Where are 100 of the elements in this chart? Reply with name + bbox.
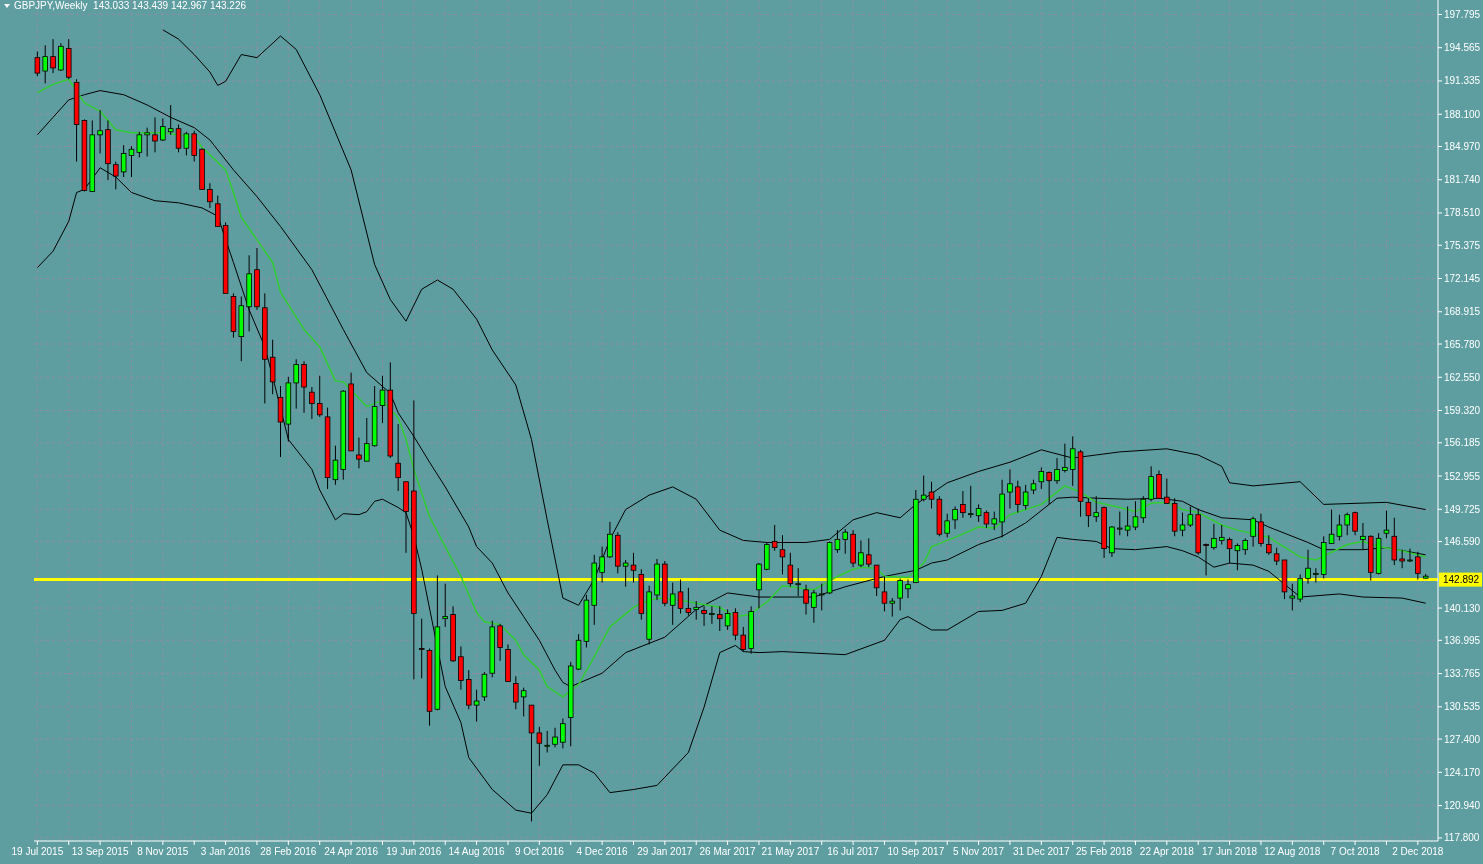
candlestick — [991, 511, 998, 531]
candlestick — [497, 623, 503, 662]
y-tick-label: 162.550 — [1444, 371, 1481, 383]
candlestick — [152, 116, 158, 153]
candlestick — [309, 386, 315, 420]
candlestick — [1415, 551, 1421, 581]
candlestick — [1289, 583, 1296, 611]
candlestick — [364, 417, 370, 462]
y-tick-label: 133.765 — [1444, 668, 1481, 680]
candlestick — [473, 689, 480, 723]
candlestick — [1391, 517, 1398, 566]
candlestick — [795, 567, 801, 597]
y-tick-label: 117.800 — [1444, 832, 1480, 844]
candlestick — [1046, 470, 1052, 505]
candlestick — [967, 485, 974, 519]
candlestick — [1148, 465, 1154, 502]
x-tick-label: 19 Jun 2016 — [386, 846, 442, 857]
candlestick — [97, 109, 103, 154]
candlestick — [811, 589, 817, 624]
y-tick-label: 184.970 — [1444, 140, 1481, 152]
candlestick — [669, 582, 676, 626]
x-tick-label: 9 Oct 2016 — [514, 846, 565, 857]
candlestick — [215, 195, 221, 227]
y-tick-label: 146.590 — [1444, 536, 1481, 548]
candlestick — [1258, 513, 1264, 548]
candlestick — [740, 626, 747, 653]
candlestick — [50, 38, 56, 74]
y-tick-label: 165.780 — [1444, 338, 1481, 350]
y-tick-label: 191.335 — [1444, 75, 1481, 87]
candlestick — [818, 583, 825, 611]
candlestick — [1085, 497, 1092, 528]
candlestick — [717, 605, 723, 632]
candlestick — [191, 130, 197, 163]
x-tick-label: 8 Nov 2015 — [137, 846, 189, 857]
candlestick — [144, 127, 150, 157]
candlestick — [34, 50, 41, 77]
x-tick-label: 2 Dec 2018 — [1392, 846, 1444, 857]
candlestick — [293, 358, 299, 410]
candlestick — [520, 687, 527, 717]
candlestick — [1007, 468, 1013, 510]
candlestick — [842, 528, 848, 555]
candlestick — [701, 605, 707, 627]
candlestick — [418, 618, 425, 679]
y-tick-label: 168.915 — [1444, 306, 1481, 318]
candlestick — [316, 375, 323, 418]
x-tick-label: 26 Mar 2017 — [699, 846, 757, 857]
x-tick-label: 31 Dec 2017 — [1012, 846, 1071, 857]
y-tick-label: 120.940 — [1444, 800, 1481, 812]
candlestick — [858, 539, 864, 568]
chart-title: GBPJPY,Weekly 143.033 143.439 142.967 143.226 — [14, 0, 247, 11]
candlestick — [560, 718, 566, 749]
candlestick — [58, 42, 64, 72]
candlestick — [944, 513, 950, 538]
x-tick-label: 3 Jan 2016 — [200, 846, 251, 857]
y-tick-label: 194.565 — [1444, 42, 1481, 54]
candlestick — [1313, 567, 1319, 584]
y-tick-label: 178.510 — [1444, 207, 1481, 219]
candlestick — [1297, 573, 1303, 603]
candlestick — [1117, 511, 1123, 536]
candlestick — [607, 521, 613, 559]
candlestick — [599, 546, 605, 584]
candlestick — [960, 490, 966, 519]
x-tick-label: 10 Sep 2017 — [887, 846, 945, 857]
candlestick — [379, 375, 386, 424]
candlestick — [1164, 478, 1170, 504]
candlestick — [481, 671, 488, 702]
candlestick — [207, 182, 213, 209]
candlestick — [544, 730, 550, 753]
y-tick-label: 175.375 — [1444, 239, 1481, 251]
candlestick — [442, 583, 448, 628]
candlestick — [1038, 466, 1045, 490]
x-tick-label: 29 Jan 2017 — [637, 846, 693, 857]
candlestick — [1093, 495, 1099, 523]
x-tick-label: 28 Feb 2016 — [260, 846, 317, 857]
candlestick — [1407, 548, 1413, 563]
candlestick — [1383, 510, 1390, 539]
y-tick-label: 159.320 — [1444, 405, 1481, 417]
candlestick — [952, 505, 958, 530]
candlestick — [1211, 523, 1217, 551]
candlestick — [889, 597, 896, 618]
x-tick-label: 16 Jul 2017 — [827, 846, 880, 857]
candlestick — [1360, 522, 1366, 551]
candlestick — [1156, 469, 1162, 499]
y-tick-label: 152.955 — [1444, 470, 1481, 482]
candlestick — [136, 131, 143, 158]
candlestick — [395, 423, 401, 492]
candlestick — [1344, 512, 1350, 536]
candlestick — [873, 564, 880, 597]
candlestick — [803, 584, 809, 616]
candlestick — [1140, 495, 1147, 524]
ref-line-label: 142.892 — [1443, 574, 1480, 586]
y-tick-label: 156.185 — [1444, 437, 1481, 449]
candlestick — [1054, 457, 1060, 485]
y-tick-label: 136.995 — [1444, 634, 1481, 646]
y-tick-label: 140.130 — [1444, 602, 1481, 614]
candlestick — [1266, 534, 1272, 556]
x-tick-label: 5 Nov 2017 — [953, 846, 1005, 857]
y-tick-label: 197.795 — [1444, 8, 1481, 20]
x-tick-label: 19 Jul 2015 — [11, 846, 64, 857]
candlestick — [167, 104, 174, 136]
